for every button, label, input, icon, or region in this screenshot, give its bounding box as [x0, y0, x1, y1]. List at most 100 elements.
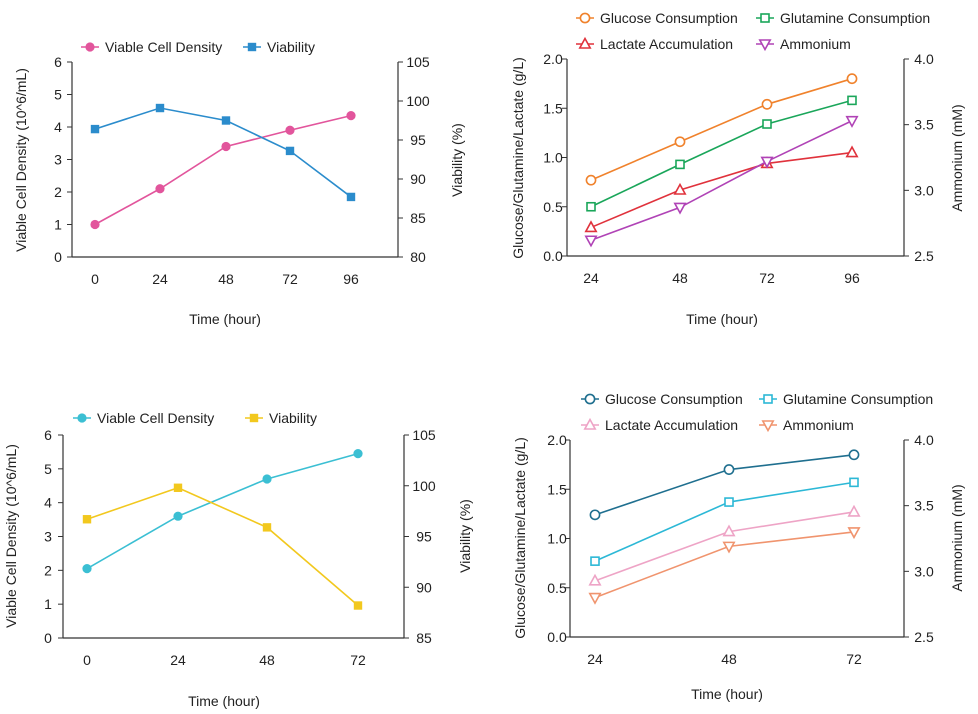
- data-point: [585, 174, 597, 186]
- left-tick-label: 4: [44, 495, 52, 511]
- data-point: [584, 220, 598, 233]
- data-point: [584, 235, 598, 248]
- data-point: [90, 124, 100, 134]
- left-tick-label: 0.5: [543, 199, 563, 215]
- right-tick-label: 3.5: [914, 117, 934, 133]
- right-tick-label: 4.0: [914, 51, 934, 67]
- right-tick-label: 85: [416, 630, 432, 646]
- data-point: [586, 201, 596, 212]
- left-tick-label: 1.0: [547, 531, 567, 547]
- data-point: [722, 524, 736, 537]
- left-tick-label: 1.0: [543, 150, 563, 166]
- right-tick-label: 100: [412, 478, 436, 494]
- left-axis-label: Glucose/Glutamine/Lactate (g/L): [512, 437, 528, 639]
- left-tick-label: 6: [54, 54, 62, 70]
- data-point: [724, 497, 734, 507]
- x-tick-label: 96: [844, 270, 860, 286]
- right-tick-label: 80: [410, 249, 426, 265]
- left-axis-label: Glucose/Glutamine/Lactate (g/L): [510, 57, 526, 259]
- left-tick-label: 5: [54, 87, 62, 103]
- legend-label: Ammonium: [780, 36, 851, 52]
- data-point: [155, 184, 165, 194]
- data-point: [353, 449, 363, 459]
- x-axis-label: Time (hour): [189, 311, 261, 327]
- chart-2: 0.0 0.5 1.0 1.5 2.0 2.5 3.0 3.5 4.0 24 48 72 96 Time …: [510, 10, 965, 327]
- right-tick-label: 90: [416, 579, 432, 595]
- x-axis-label: Time (hour): [691, 686, 763, 702]
- data-point: [221, 116, 231, 125]
- legend-marker: [760, 13, 770, 23]
- data-point: [155, 103, 165, 113]
- data-point: [674, 136, 686, 148]
- left-tick-label: 3: [44, 529, 52, 545]
- right-tick-label: 2.5: [914, 248, 934, 264]
- data-point: [849, 477, 859, 488]
- left-tick-label: 0: [54, 249, 62, 265]
- legend-label: Lactate Accumulation: [605, 417, 738, 433]
- left-tick-label: 1: [54, 217, 62, 233]
- data-point: [221, 141, 231, 152]
- left-axis-label: Viable Cell Density (10^6/mL): [3, 444, 19, 628]
- series-line: [590, 77, 853, 181]
- data-point: [848, 449, 860, 461]
- data-point: [82, 564, 92, 574]
- series-line: [590, 120, 853, 241]
- data-point: [588, 592, 602, 605]
- data-point: [90, 219, 100, 230]
- x-tick-label: 24: [587, 651, 603, 667]
- data-point: [673, 202, 687, 215]
- data-point: [589, 509, 601, 521]
- legend-marker: [249, 413, 259, 423]
- data-point: [262, 474, 272, 484]
- legend-marker: [584, 393, 596, 405]
- series-line: [86, 486, 359, 607]
- x-tick-label: 48: [721, 651, 737, 667]
- right-tick-label: 95: [416, 529, 432, 545]
- legend-marker: [583, 417, 597, 430]
- x-tick-label: 96: [343, 271, 359, 287]
- legend-label: Viable Cell Density: [97, 410, 214, 426]
- left-tick-label: 0.5: [547, 580, 567, 596]
- x-tick-label: 72: [350, 652, 366, 668]
- legend-marker: [77, 413, 87, 423]
- left-tick-label: 1.5: [547, 481, 567, 497]
- legend-marker: [578, 36, 592, 49]
- left-tick-label: 5: [44, 461, 52, 477]
- data-point: [762, 119, 772, 129]
- right-tick-label: 90: [410, 171, 426, 187]
- data-point: [847, 527, 861, 540]
- right-tick-label: 95: [410, 132, 426, 148]
- legend-label: Glucose Consumption: [600, 10, 738, 26]
- series-line: [94, 114, 352, 226]
- legend-label: Viable Cell Density: [105, 39, 222, 55]
- x-tick-label: 48: [218, 271, 234, 287]
- data-point: [346, 192, 356, 202]
- legend-marker: [763, 394, 773, 404]
- right-tick-label: 3.0: [914, 182, 934, 198]
- data-point: [353, 601, 363, 610]
- data-point: [285, 146, 295, 156]
- legend-marker: [579, 12, 591, 24]
- legend-label: Viability: [269, 410, 317, 426]
- data-point: [588, 573, 602, 586]
- left-tick-label: 1: [44, 596, 52, 612]
- legend-label: Viability: [267, 39, 315, 55]
- x-tick-label: 48: [672, 270, 688, 286]
- chart-3: 0 1 2 3 4 5 6 85 90 95 100 105 0 24 48 72 Time (hour) Via…: [3, 410, 473, 709]
- legend-marker: [758, 39, 772, 52]
- right-tick-label: 100: [406, 93, 430, 109]
- data-point: [760, 156, 774, 169]
- right-tick-label: 3.5: [914, 498, 934, 514]
- legend-label: Glutamine Consumption: [780, 10, 930, 26]
- left-axis-label: Viable Cell Density (10^6/mL): [13, 68, 29, 252]
- x-tick-label: 24: [152, 271, 168, 287]
- x-axis-label: Time (hour): [686, 311, 758, 327]
- data-point: [723, 464, 735, 475]
- series-line: [590, 151, 853, 229]
- x-tick-label: 0: [91, 271, 99, 287]
- data-point: [675, 159, 685, 170]
- left-tick-label: 4: [54, 119, 62, 135]
- x-tick-label: 72: [759, 270, 775, 286]
- series-line: [86, 452, 359, 570]
